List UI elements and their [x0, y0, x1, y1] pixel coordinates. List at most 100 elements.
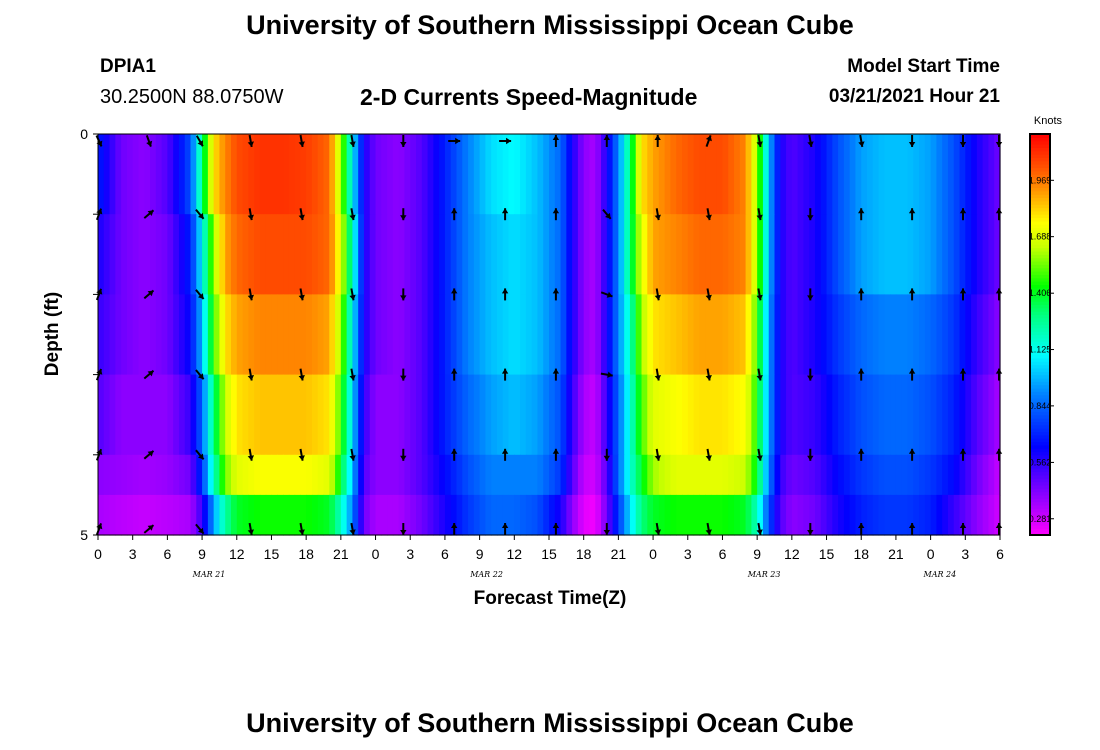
current-arrow	[908, 135, 916, 147]
arrow-head	[198, 453, 204, 460]
heatmap-cell	[583, 294, 591, 376]
heatmap-cell	[242, 294, 249, 376]
current-arrow	[654, 135, 661, 147]
current-arrow	[654, 208, 661, 221]
heatmap-cell	[444, 374, 452, 456]
x-tick-label: 6	[996, 546, 1004, 562]
heatmap-cell	[277, 134, 284, 215]
colorbar-segment	[1030, 150, 1050, 155]
heatmap-cell	[780, 294, 787, 376]
arrow-head	[147, 450, 154, 457]
heatmap-cell	[693, 374, 700, 456]
heatmap-cell	[971, 494, 978, 536]
heatmap-cell	[913, 374, 920, 456]
colorbar-segment	[1030, 367, 1050, 372]
heatmap-cell	[543, 134, 550, 215]
heatmap-cell	[924, 214, 932, 295]
colorbar-tick-label: 0.844	[1029, 401, 1052, 411]
heatmap-cell	[433, 294, 440, 376]
heatmap-cell	[126, 294, 134, 376]
heatmap-cell	[173, 454, 180, 496]
current-arrow	[603, 523, 610, 535]
heatmap-cell	[150, 294, 157, 376]
heatmap-cell	[317, 494, 325, 536]
heatmap-cell	[797, 134, 805, 215]
heatmap-cell	[381, 454, 388, 496]
heatmap-cell	[635, 294, 643, 376]
heatmap-cell	[230, 374, 238, 456]
colorbar-segment	[1030, 451, 1050, 456]
colorbar-segment	[1030, 518, 1050, 523]
current-arrow	[451, 523, 458, 535]
heatmap-cell	[439, 214, 446, 295]
current-arrow	[451, 448, 458, 461]
colorbar-segment	[1030, 524, 1050, 529]
heatmap-cell	[601, 374, 608, 456]
heatmap-cell	[514, 134, 521, 215]
heatmap-cell	[121, 294, 128, 376]
colorbar-segment	[1030, 464, 1050, 469]
colorbar-segment	[1030, 438, 1050, 443]
heatmap-cell	[635, 134, 643, 215]
colorbar-segment	[1030, 224, 1050, 229]
heatmap-cell	[838, 494, 845, 536]
heatmap-cell	[734, 374, 741, 456]
current-arrow	[756, 448, 763, 461]
heatmap-cell	[895, 454, 903, 496]
heatmap-cell	[167, 214, 174, 295]
heatmap-cell	[150, 494, 157, 536]
heatmap-cell	[416, 294, 423, 376]
heatmap-cell	[207, 294, 215, 376]
heatmap-cell	[867, 494, 874, 536]
heatmap-cell	[207, 454, 215, 496]
current-arrow	[552, 448, 560, 461]
heatmap-cell	[444, 134, 452, 215]
colorbar-segment	[1030, 230, 1050, 235]
page-title: University of Southern Mississippi Ocean…	[246, 10, 854, 40]
heatmap-cell	[173, 214, 180, 295]
heatmap-cell	[387, 134, 394, 215]
heatmap-cell	[577, 134, 585, 215]
heatmap-cell	[653, 374, 660, 456]
colorbar-segment	[1030, 140, 1050, 145]
heatmap-cell	[919, 214, 926, 295]
current-arrow	[298, 288, 305, 301]
heatmap-cell	[207, 494, 215, 536]
heatmap-cell	[317, 214, 325, 295]
heatmap-cell	[335, 294, 342, 376]
heatmap-cell	[560, 374, 567, 456]
arrow-head	[606, 291, 613, 298]
heatmap-cell	[901, 134, 909, 215]
heatmap-cell	[265, 494, 273, 536]
heatmap-cell	[98, 454, 105, 496]
heatmap-cell	[196, 294, 203, 376]
heatmap-cell	[589, 134, 596, 215]
heatmap-cell	[907, 454, 914, 496]
arrow-head	[858, 523, 865, 528]
heatmap-cell	[838, 214, 845, 295]
heatmap-cell	[693, 494, 700, 536]
colorbar-segment	[1030, 267, 1050, 272]
heatmap-cell	[612, 294, 619, 376]
heatmap-cell	[468, 134, 475, 215]
heatmap-cell	[722, 214, 729, 295]
arrow-head	[400, 215, 407, 221]
heatmap-cell	[340, 494, 348, 536]
heatmap-cell	[468, 454, 475, 496]
colorbar-segment	[1030, 384, 1050, 389]
heatmap-cell	[982, 294, 990, 376]
heatmap-cell	[502, 374, 510, 456]
heatmap-cell	[150, 214, 157, 295]
heatmap-cell	[456, 294, 463, 376]
heatmap-cell	[774, 294, 781, 376]
colorbar-segment	[1030, 474, 1050, 479]
x-tick-label: 9	[198, 546, 206, 562]
heatmap-cell	[126, 494, 134, 536]
colorbar-segment	[1030, 214, 1050, 219]
heatmap-cell	[525, 374, 533, 456]
heatmap-cell	[670, 454, 677, 496]
arrow-head	[908, 368, 916, 374]
colorbar-frame	[1029, 133, 1051, 536]
heatmap-cell	[352, 494, 359, 536]
heatmap-cell	[751, 454, 758, 496]
